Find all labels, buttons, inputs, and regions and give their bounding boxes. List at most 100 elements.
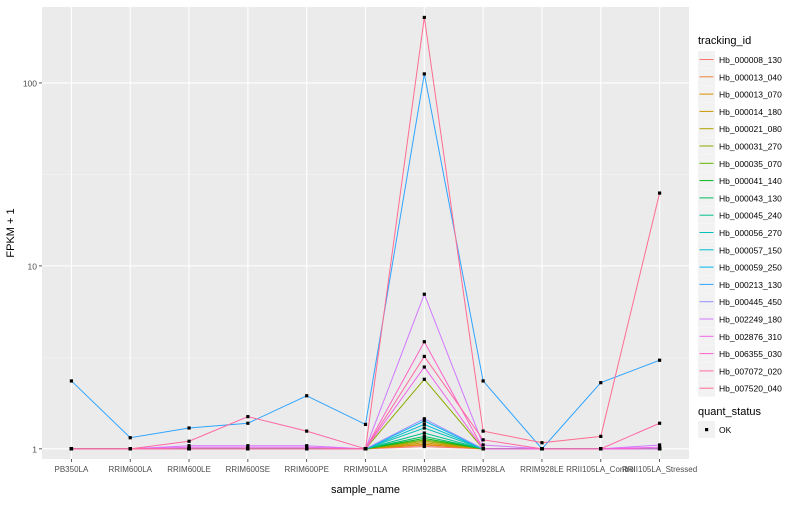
- legend-label: Hb_000045_240: [719, 211, 782, 221]
- data-point-Hb_002249_180-RRIM928LA: [481, 443, 485, 447]
- data-point-Hb_000213_130-RRIM901LA: [363, 422, 368, 427]
- data-point-Hb_000045_240-RRIM928BA: [422, 431, 426, 435]
- legend-label: Hb_000056_270: [719, 228, 782, 238]
- x-tick-label-8: RRIM928LE: [520, 465, 564, 474]
- legend-status-items: OK: [698, 421, 732, 438]
- legend-label: Hb_000043_130: [719, 193, 782, 203]
- data-points: [69, 15, 662, 451]
- legend-item-Hb_002876_310: Hb_002876_310: [698, 327, 782, 345]
- x-tick-label-5: RRIM901LA: [344, 465, 388, 474]
- legend-label: Hb_000013_070: [719, 90, 782, 100]
- legend-item-Hb_000008_130: Hb_000008_130: [698, 51, 782, 68]
- data-point-Hb_007072_020-RRIM928LA: [481, 438, 485, 442]
- y-tick-label-0: 1: [32, 444, 37, 454]
- data-point-Hb_007520_040-PB350LA: [69, 447, 74, 451]
- x-tick-label-10: RRII105LA_Stressed: [622, 465, 697, 474]
- x-axis-title: sample_name: [331, 484, 400, 496]
- legend-item-Hb_000059_250: Hb_000059_250: [698, 258, 782, 276]
- legend-label: Hb_000041_140: [719, 176, 782, 186]
- data-point-Hb_000213_130-RRIM928BA: [422, 72, 426, 76]
- x-tick-label-1: RRIM600LA: [108, 465, 152, 474]
- legend-label: Hb_000035_070: [719, 159, 782, 169]
- legend-item-Hb_000031_270: Hb_000031_270: [698, 137, 782, 155]
- data-point-Hb_007520_040-RRIM600PE: [305, 447, 309, 451]
- y-axis-title: FPKM + 1: [5, 208, 17, 257]
- data-point-Hb_006355_030-RRIM928BA: [422, 340, 426, 344]
- legend-item-Hb_000041_140: Hb_000041_140: [698, 172, 782, 190]
- legend-item-Hb_000021_080: Hb_000021_080: [698, 120, 782, 138]
- data-point-Hb_000056_270-RRIM928BA: [422, 426, 426, 430]
- legend-label: Hb_007520_040: [719, 384, 782, 394]
- data-point-Hb_000213_130-RRII105LA_Control: [599, 381, 603, 385]
- legend-label: Hb_007072_020: [719, 366, 782, 376]
- legend-status-key-point: [705, 428, 709, 432]
- legend-label: Hb_000059_250: [719, 263, 782, 273]
- data-point-Hb_000043_130-RRIM928BA: [422, 434, 426, 438]
- legend-item-Hb_007072_020: Hb_007072_020: [698, 362, 782, 380]
- x-tick-label-7: RRIM928LA: [461, 465, 505, 474]
- data-point-Hb_000445_450-RRIM928BA: [422, 417, 426, 421]
- legend-label: Hb_000031_270: [719, 142, 782, 152]
- data-point-Hb_007520_040-RRIM600LE: [187, 447, 191, 451]
- data-point-Hb_007072_020-RRII105LA_Stressed: [657, 421, 662, 425]
- legend-item-Hb_007520_040: Hb_007520_040: [698, 379, 782, 397]
- legend-label: Hb_006355_030: [719, 349, 782, 359]
- legend-item-Hb_000043_130: Hb_000043_130: [698, 189, 782, 207]
- data-point-Hb_000213_130-RRII105LA_Stressed: [657, 358, 662, 362]
- data-point-Hb_007072_020-RRIM600PE: [305, 429, 309, 433]
- data-point-Hb_002249_180-RRII105LA_Stressed: [657, 443, 662, 447]
- data-point-Hb_007072_020-RRIM600SE: [246, 415, 250, 419]
- legend-label: Hb_000213_130: [719, 280, 782, 290]
- data-point-Hb_000213_130-PB350LA: [69, 379, 74, 383]
- legend-item-Hb_000445_450: Hb_000445_450: [698, 293, 782, 311]
- data-point-Hb_007520_040-RRIM928BA: [422, 15, 426, 20]
- axes: 1 10 100 PB350LA RRIM600LA RRIM600LE RRIM600SE…: [23, 78, 697, 474]
- data-point-Hb_007520_040-RRII105LA_Stressed: [657, 191, 662, 195]
- legend-item-Hb_000056_270: Hb_000056_270: [698, 224, 782, 241]
- legend-title: tracking_id: [698, 35, 751, 47]
- legend-label: Hb_000014_180: [719, 107, 782, 117]
- data-point-Hb_007520_040-RRIM901LA: [363, 447, 368, 451]
- legend-label: Hb_002876_310: [719, 332, 782, 342]
- x-tick-label-2: RRIM600LE: [167, 465, 211, 474]
- legend-item-Hb_000045_240: Hb_000045_240: [698, 206, 782, 224]
- data-point-Hb_007520_040-RRIM928LA: [481, 429, 485, 433]
- legend-item-Hb_000213_130: Hb_000213_130: [698, 275, 782, 293]
- data-point-Hb_000213_130-RRIM600SE: [246, 421, 250, 425]
- data-point-Hb_007072_020-RRIM928BA: [422, 354, 426, 359]
- data-point-Hb_006355_030-RRII105LA_Stressed: [657, 447, 662, 451]
- legend-label: Hb_002249_180: [719, 315, 782, 325]
- legend-label: Hb_000008_130: [719, 55, 782, 65]
- data-point-Hb_007520_040-RRIM600SE: [246, 447, 250, 451]
- legend-item-Hb_000057_150: Hb_000057_150: [698, 241, 782, 259]
- data-point-Hb_002249_180-RRIM928BA: [422, 292, 426, 296]
- x-tick-label-4: RRIM600PE: [284, 465, 328, 474]
- x-tick-label-6: RRIM928BA: [402, 465, 447, 474]
- data-point-Hb_007072_020-RRII105LA_Control: [599, 447, 603, 451]
- legend-item-Hb_000014_180: Hb_000014_180: [698, 102, 782, 120]
- legend-status-item-OK: OK: [698, 421, 732, 438]
- data-point-Hb_007072_020-RRIM600LE: [187, 439, 191, 443]
- y-tick-label-2: 100: [23, 78, 37, 88]
- legend-item-Hb_002249_180: Hb_002249_180: [698, 310, 782, 328]
- x-tick-label-3: RRIM600SE: [226, 465, 270, 474]
- legend-label: Hb_000057_150: [719, 245, 782, 255]
- x-tick-label-0: PB350LA: [55, 465, 89, 474]
- data-point-Hb_000213_130-RRIM600LE: [187, 426, 191, 430]
- legend-label: Hb_000021_080: [719, 124, 782, 134]
- data-point-Hb_000031_270-RRIM928BA: [422, 377, 426, 381]
- data-point-Hb_000041_140-RRIM928BA: [422, 436, 426, 441]
- data-point-Hb_007520_040-RRIM928LE: [540, 441, 544, 445]
- legend-item-Hb_000013_070: Hb_000013_070: [698, 85, 782, 103]
- data-point-Hb_007072_020-RRIM928LE: [540, 447, 544, 451]
- legend: tracking_id Hb_000008_130Hb_000013_040Hb…: [698, 35, 782, 438]
- data-point-Hb_000213_130-RRIM928LA: [481, 379, 485, 383]
- legend-status-label: OK: [719, 425, 732, 435]
- legend-items: Hb_000008_130 Hb_000013_040 Hb_000013_070 H…: [698, 51, 782, 397]
- data-point-Hb_006355_030-RRIM928LA: [481, 447, 485, 451]
- legend-item-Hb_000035_070: Hb_000035_070: [698, 154, 782, 172]
- legend-item-Hb_006355_030: Hb_006355_030: [698, 345, 782, 363]
- data-point-Hb_000213_130-RRIM600LA: [128, 436, 132, 440]
